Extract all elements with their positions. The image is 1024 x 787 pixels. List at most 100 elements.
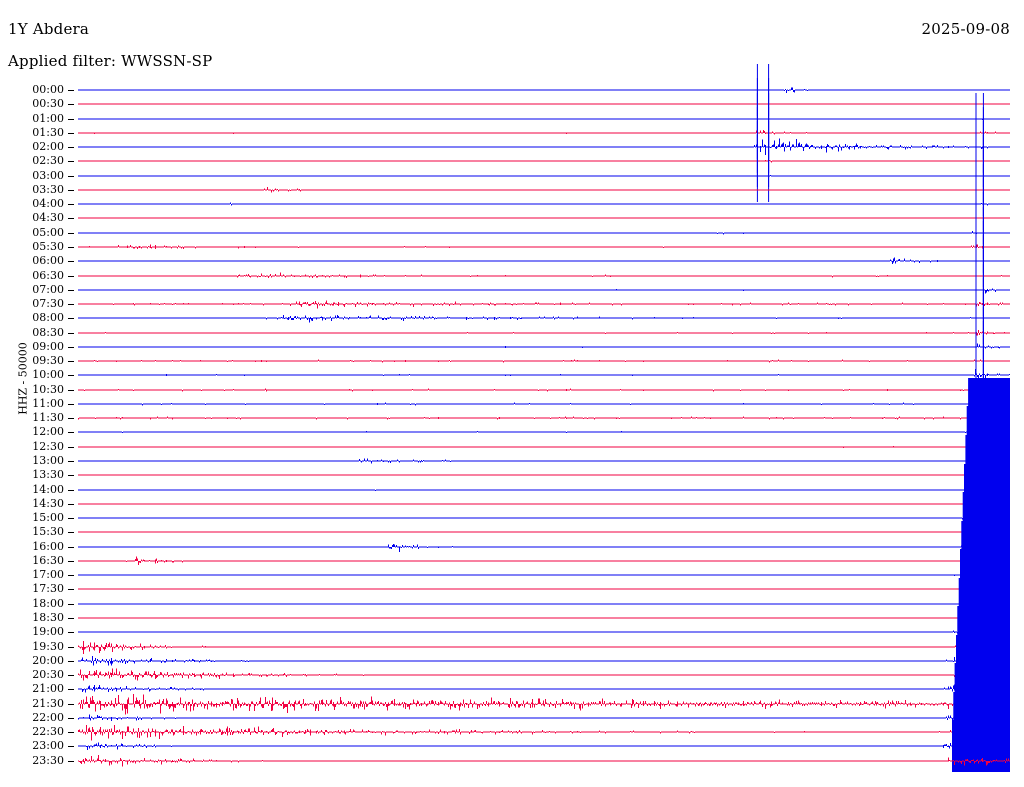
time-tick-mark (68, 346, 74, 348)
trace-row (78, 349, 1010, 402)
time-tick-mark (68, 318, 74, 320)
waveform-path (78, 257, 1010, 264)
waveform-path (78, 386, 1010, 393)
time-tick-label: 03:30 (32, 182, 64, 196)
waveform-path (78, 615, 1010, 621)
waveform-path (78, 556, 1010, 565)
time-tick-label: 15:30 (32, 525, 64, 539)
waveform-path (78, 343, 1010, 349)
waveform-path (78, 87, 1010, 94)
waveform-path (78, 244, 1010, 249)
time-tick-mark (68, 589, 74, 591)
waveform-path (78, 103, 1010, 105)
trace-row (78, 235, 1010, 288)
time-tick-label: 06:00 (32, 254, 64, 268)
time-tick-label: 11:00 (32, 396, 64, 410)
event-spike-line (756, 149, 770, 202)
time-tick-label: 21:00 (32, 682, 64, 696)
waveform-path (78, 693, 1010, 715)
time-tick-mark (68, 675, 74, 677)
waveform-path (78, 543, 1010, 554)
time-tick-label: 11:30 (32, 411, 64, 425)
time-tick-label: 05:00 (32, 225, 64, 239)
time-tick-mark (68, 703, 74, 705)
time-tick-mark (68, 646, 74, 648)
time-tick-label: 09:30 (32, 354, 64, 368)
time-tick-mark (68, 732, 74, 734)
trace-row (78, 135, 1010, 188)
waveform-path (78, 737, 1010, 754)
waveform-path (78, 359, 1010, 363)
trace-row (78, 149, 1010, 202)
time-tick-label: 06:30 (32, 268, 64, 282)
waveform-path (78, 300, 1010, 309)
trace-row (78, 506, 1010, 558)
time-tick-label: 16:00 (32, 539, 64, 553)
trace-row (78, 363, 1010, 416)
applied-filter-label: Applied filter: WWSSN-SP (8, 52, 213, 70)
time-tick-label: 00:30 (32, 97, 64, 111)
trace-row (78, 292, 1010, 345)
time-tick-mark (68, 132, 74, 134)
trace-row (78, 335, 1010, 388)
time-tick-mark (68, 617, 74, 619)
waveform-path (78, 668, 1010, 681)
time-tick-label: 08:00 (32, 311, 64, 325)
waveform-path (78, 457, 1010, 465)
time-tick-mark (68, 289, 74, 291)
trace-row (78, 206, 1010, 259)
waveform-path (78, 117, 1010, 120)
time-tick-mark (68, 560, 74, 562)
time-tick-label: 18:00 (32, 596, 64, 610)
time-tick-mark (68, 161, 74, 163)
time-tick-mark (68, 603, 74, 605)
station-name: 1Y Abdera (8, 20, 90, 38)
time-tick-mark (68, 532, 74, 534)
time-tick-mark (68, 503, 74, 505)
waveform-path (78, 501, 1010, 507)
trace-row (78, 392, 1010, 445)
waveform-path (78, 681, 1010, 699)
time-tick-label: 02:30 (32, 154, 64, 168)
waveform-path (78, 129, 1010, 135)
waveform-path (78, 138, 1010, 155)
waveform-path (78, 428, 1010, 439)
waveform-path (78, 587, 1010, 593)
time-tick-label: 01:30 (32, 125, 64, 139)
time-tick-mark (68, 90, 74, 91)
time-tick-label: 18:30 (32, 610, 64, 624)
time-tick-label: 03:00 (32, 168, 64, 182)
waveform-path (78, 174, 1010, 177)
waveform-path (78, 486, 1010, 494)
waveform-path (78, 369, 1010, 380)
time-tick-label: 19:30 (32, 639, 64, 653)
time-tick-mark (68, 147, 74, 149)
trace-row (78, 621, 1010, 673)
time-tick-label: 10:30 (32, 382, 64, 396)
waveform-path (78, 329, 1010, 336)
time-tick-mark (68, 632, 74, 634)
waveform-path (78, 315, 1010, 323)
waveform-path (78, 597, 1010, 612)
time-tick-label: 08:30 (32, 325, 64, 339)
time-tick-mark (68, 546, 74, 548)
time-tick-mark (68, 261, 74, 263)
waveform-path (78, 442, 1010, 449)
time-tick-mark (68, 746, 74, 748)
record-date: 2025-09-08 (921, 20, 1010, 38)
time-tick-label: 07:30 (32, 297, 64, 311)
waveform-path (78, 398, 1010, 407)
trace-row (78, 320, 1010, 373)
time-tick-mark (68, 489, 74, 491)
waveform-path (78, 654, 1010, 666)
time-tick-label: 23:30 (32, 753, 64, 767)
time-tick-label: 15:00 (32, 511, 64, 525)
waveform-path (78, 230, 1010, 234)
time-tick-label: 12:30 (32, 439, 64, 453)
waveform-path (78, 415, 1010, 423)
time-tick-label: 20:00 (32, 653, 64, 667)
time-tick-label: 23:00 (32, 739, 64, 753)
time-tick-label: 17:00 (32, 568, 64, 582)
trace-row (78, 706, 1010, 758)
